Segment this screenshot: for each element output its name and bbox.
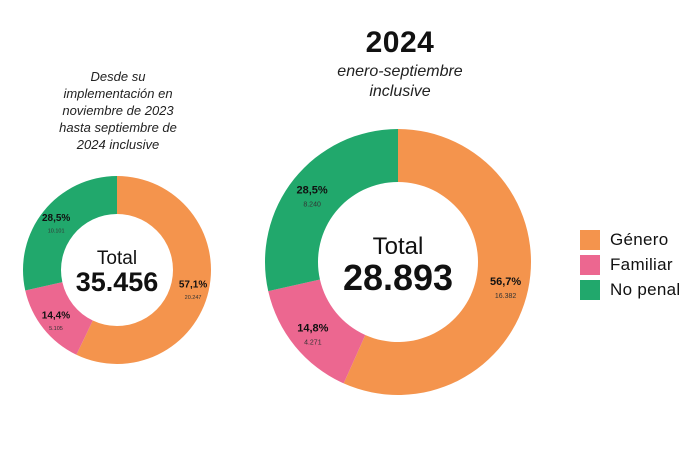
donut-slice-no-penal xyxy=(265,129,398,292)
left-note-line: 2024 inclusive xyxy=(76,137,160,152)
slice-percent-label-genero: 56,7% xyxy=(490,276,521,288)
donut-slice-familiar xyxy=(268,279,366,384)
legend-swatch-familiar xyxy=(580,254,600,275)
left-note-line: noviembre de 2023 xyxy=(62,103,174,118)
slice-percent-label-genero: 57,1% xyxy=(179,279,207,290)
slice-percent-label-familiar: 14,4% xyxy=(42,311,70,322)
legend-label-no-penal: No penal xyxy=(610,279,681,299)
legend-item-no-penal: No penal xyxy=(580,278,680,301)
slice-value-label-familiar: 4.271 xyxy=(304,340,322,347)
donut-chart-1: 57,1% 20.247 14,4% 5.105 28,5% 10.101 Total35.… xyxy=(23,176,212,364)
right-note-line: inclusive xyxy=(369,83,431,100)
slice-percent-label-no-penal: 28,5% xyxy=(297,184,328,196)
center-total-value: 28.893 xyxy=(343,257,453,298)
legend-item-genero: Género xyxy=(580,228,680,251)
legend-item-familiar: Familiar xyxy=(580,253,680,276)
chart-title-year: 2024 xyxy=(365,26,435,59)
slice-value-label-genero: 16.382 xyxy=(495,293,517,300)
left-period-note: Desde su implementación en noviembre de … xyxy=(30,68,206,153)
donut-chart-2: 56,7% 16.382 14,8% 4.271 28,5% 8.240 Total28.8… xyxy=(265,129,531,395)
legend-swatch-genero xyxy=(580,229,600,250)
legend-swatch-no-penal xyxy=(580,279,600,300)
right-period-note: enero-septiembre inclusive xyxy=(300,62,500,102)
donut-slice-familiar xyxy=(25,282,93,355)
slice-value-label-no-penal: 10.101 xyxy=(48,229,65,235)
right-note-line: enero-septiembre xyxy=(337,63,463,80)
center-total-value: 35.456 xyxy=(76,267,159,297)
left-note-line: Desde su xyxy=(90,69,146,84)
left-note-line: hasta septiembre de xyxy=(59,120,177,135)
slice-value-label-no-penal: 8.240 xyxy=(303,201,321,208)
legend: Género Familiar No penal xyxy=(580,228,680,303)
slice-percent-label-no-penal: 28,5% xyxy=(42,213,70,224)
slice-percent-label-familiar: 14,8% xyxy=(297,323,328,335)
slice-value-label-genero: 20.247 xyxy=(185,295,202,301)
donut-slice-genero xyxy=(76,176,212,364)
slice-value-label-familiar: 5.105 xyxy=(49,326,63,332)
legend-label-familiar: Familiar xyxy=(610,254,673,274)
center-total-label: Total xyxy=(373,233,424,260)
donut-slice-genero xyxy=(343,129,531,395)
left-note-line: implementación en xyxy=(63,86,173,101)
donut-slice-no-penal xyxy=(23,176,118,291)
legend-label-genero: Género xyxy=(610,229,669,249)
center-total-label: Total xyxy=(97,248,137,269)
